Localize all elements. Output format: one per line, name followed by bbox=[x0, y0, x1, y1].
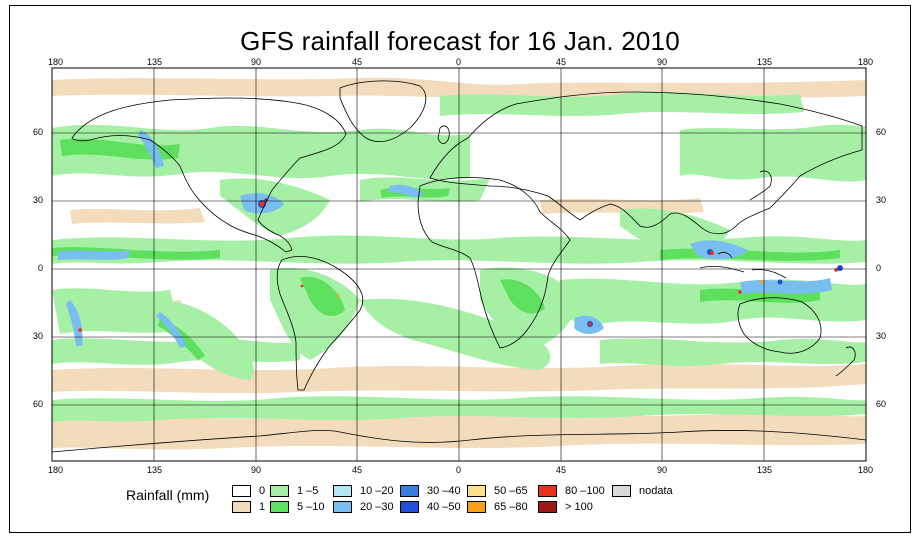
legend-item-3: 5 –10 bbox=[270, 501, 325, 513]
right-tick-30s: 30 bbox=[876, 331, 887, 341]
bottom-tick-90e: 90 bbox=[657, 465, 668, 475]
bottom-tick-180w: 180 bbox=[48, 465, 64, 475]
legend-swatch bbox=[333, 485, 352, 497]
legend-swatch bbox=[270, 501, 289, 513]
left-tick-30n: 30 bbox=[33, 195, 44, 205]
legend-swatch bbox=[400, 501, 419, 513]
left-tick-30s: 30 bbox=[33, 331, 44, 341]
top-tick-135w: 135 bbox=[147, 57, 163, 67]
legend-item-2: 1 –5 bbox=[270, 485, 318, 497]
uk-outline bbox=[437, 125, 450, 144]
legend-label: 5 –10 bbox=[297, 501, 325, 513]
right-tick-0: 0 bbox=[876, 263, 882, 273]
legend-label: 30 –40 bbox=[427, 485, 461, 497]
legend-item-8: 50 –65 bbox=[467, 485, 528, 497]
legend-item-6: 30 –40 bbox=[400, 485, 461, 497]
right-tick-60s: 60 bbox=[876, 399, 887, 409]
top-tick-180e: 180 bbox=[858, 57, 874, 67]
indonesia-outline bbox=[699, 251, 787, 279]
bottom-tick-180e: 180 bbox=[858, 465, 874, 475]
legend-swatch bbox=[467, 485, 486, 497]
bottom-tick-135e: 135 bbox=[757, 465, 773, 475]
figure-frame bbox=[9, 5, 911, 533]
bottom-tick-0: 0 bbox=[456, 465, 462, 475]
legend-label: 65 –80 bbox=[494, 501, 528, 513]
africa-outline bbox=[417, 177, 571, 349]
eurasia-outline bbox=[429, 91, 863, 235]
legend-label: nodata bbox=[639, 485, 673, 497]
legend-item-4: 10 –20 bbox=[333, 485, 394, 497]
bottom-tick-90w: 90 bbox=[251, 465, 262, 475]
graticule bbox=[52, 68, 866, 461]
south-america-outline bbox=[276, 255, 364, 391]
legend-swatch bbox=[270, 485, 289, 497]
left-tick-0: 0 bbox=[38, 263, 44, 273]
coastlines bbox=[52, 80, 866, 453]
map-title: GFS rainfall forecast for 16 Jan. 2010 bbox=[240, 26, 680, 56]
left-tick-60s: 60 bbox=[33, 399, 44, 409]
legend-label: 10 –20 bbox=[360, 485, 394, 497]
bottom-tick-135w: 135 bbox=[147, 465, 163, 475]
legend-item-10: 80 –100 bbox=[538, 485, 605, 497]
antarctica-outline bbox=[52, 429, 866, 453]
left-tick-60n: 60 bbox=[33, 127, 44, 137]
bottom-tick-45w: 45 bbox=[352, 465, 363, 475]
legend-item-12: nodata bbox=[612, 485, 673, 497]
top-tick-90e: 90 bbox=[657, 57, 668, 67]
top-tick-135e: 135 bbox=[757, 57, 773, 67]
legend-label: 1 bbox=[259, 501, 266, 513]
top-tick-90w: 90 bbox=[251, 57, 262, 67]
new-zealand-outline bbox=[835, 346, 856, 377]
japan-outline bbox=[749, 170, 772, 201]
legend-swatch bbox=[467, 501, 486, 513]
legend-item-0: 0 bbox=[232, 485, 265, 497]
legend-swatch bbox=[333, 501, 352, 513]
legend-item-1: 1 bbox=[232, 501, 265, 513]
legend-item-7: 40 –50 bbox=[400, 501, 461, 513]
legend-swatch bbox=[232, 501, 251, 513]
top-tick-0: 0 bbox=[456, 57, 462, 67]
legend-label: 1 –5 bbox=[297, 485, 319, 497]
legend-label: 80 –100 bbox=[565, 485, 605, 497]
bottom-tick-45e: 45 bbox=[556, 465, 567, 475]
legend-swatch bbox=[232, 485, 251, 497]
legend-swatch bbox=[538, 501, 557, 513]
legend-label: > 100 bbox=[565, 501, 593, 513]
legend-item-9: 65 –80 bbox=[467, 501, 528, 513]
top-tick-45w: 45 bbox=[352, 57, 363, 67]
legend-swatch bbox=[400, 485, 419, 497]
legend-item-11: > 100 bbox=[538, 501, 593, 513]
north-america-outline bbox=[71, 97, 347, 253]
legend-label: 20 –30 bbox=[360, 501, 394, 513]
top-tick-45e: 45 bbox=[556, 57, 567, 67]
right-tick-30n: 30 bbox=[876, 195, 887, 205]
australia-outline bbox=[737, 297, 822, 354]
legend-swatch bbox=[612, 485, 631, 497]
legend-swatch bbox=[538, 485, 557, 497]
rain-20-30mm-areas bbox=[58, 130, 832, 348]
legend-label: 0 bbox=[259, 485, 266, 497]
greenland-outline bbox=[339, 80, 427, 142]
legend-label: 50 –65 bbox=[494, 485, 528, 497]
legend-item-5: 20 –30 bbox=[333, 501, 394, 513]
right-tick-60n: 60 bbox=[876, 127, 887, 137]
map-border bbox=[51, 67, 867, 462]
top-tick-180w: 180 bbox=[48, 57, 64, 67]
legend-title: Rainfall (mm) bbox=[126, 487, 210, 503]
legend-label: 40 –50 bbox=[427, 501, 461, 513]
